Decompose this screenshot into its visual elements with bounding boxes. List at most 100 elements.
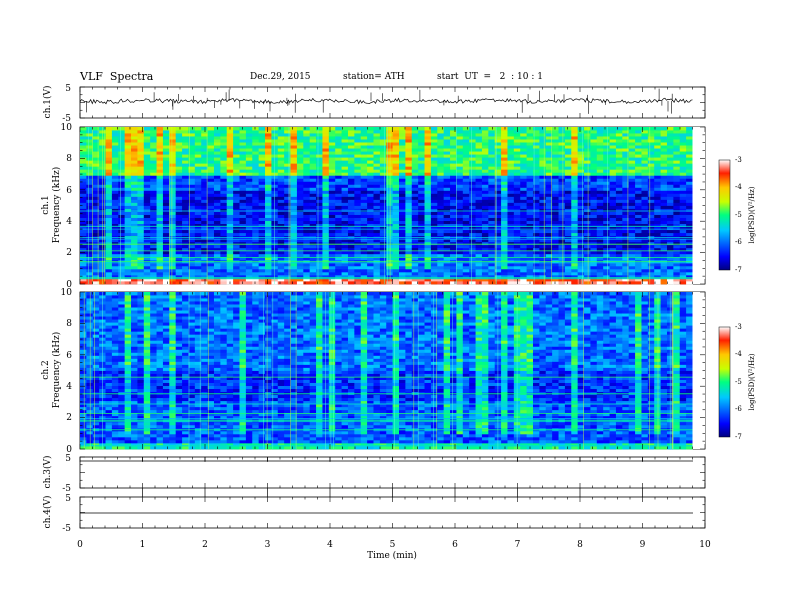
spectrogram-cell [654, 253, 661, 258]
spectrogram-cell [156, 265, 164, 270]
spectrogram-cell [252, 178, 260, 182]
spectrogram-cell [347, 181, 355, 185]
spectrogram-cell [603, 145, 610, 149]
spectrogram-cell [475, 142, 483, 146]
spectrogram-cell [335, 163, 342, 167]
spectrogram-cell [654, 163, 661, 167]
spectrogram-cell [131, 208, 138, 212]
spectrogram-cell [105, 268, 113, 273]
spectrogram-cell [111, 130, 119, 134]
spectrogram-cell [213, 223, 221, 228]
spectrogram-cell [475, 247, 483, 252]
spectrogram-cell [379, 157, 387, 161]
spectrogram-cell [596, 133, 604, 137]
spectrogram-cell [290, 244, 298, 249]
spectrogram-cell [156, 274, 164, 279]
spectrogram-cell [392, 274, 400, 279]
spectrogram-cell [456, 154, 464, 158]
spectrogram-cell [239, 130, 247, 134]
spectrogram-cell [679, 172, 687, 176]
spectrogram-cell [335, 244, 342, 249]
spectrogram-cell [481, 253, 489, 258]
spectrogram-cell [322, 145, 330, 149]
spectrogram-cell [450, 220, 457, 225]
spectrogram-cell [245, 202, 253, 206]
spectrogram-cell [666, 139, 674, 143]
spectrogram-cell [156, 250, 164, 255]
spectrogram-cell [233, 220, 240, 225]
spectrogram-cell [373, 127, 381, 131]
spectrogram-cell [328, 142, 336, 146]
spectrogram-cell [686, 199, 693, 203]
spectrogram-cell [220, 160, 228, 164]
spectrogram-cell [207, 142, 215, 146]
spectrogram-cell [596, 154, 604, 158]
spectrogram-cell [507, 181, 515, 185]
spectrogram-cell [220, 250, 228, 255]
spectrogram-cell [462, 184, 470, 188]
spectrogram-cell [609, 226, 617, 231]
spectrogram-cell [647, 193, 655, 197]
spectrogram-cell [226, 208, 234, 212]
spectrogram-cell [494, 205, 502, 209]
spectrogram-cell [673, 172, 681, 176]
spectrogram-cell [265, 220, 272, 225]
spectrogram-cell [654, 151, 661, 155]
spectrogram-cell [124, 130, 132, 134]
spectrogram-cell [80, 187, 87, 191]
spectrogram-cell [316, 238, 323, 243]
spectrogram-cell [131, 130, 138, 134]
spectrogram-cell [252, 172, 260, 176]
spectrogram-cell [603, 139, 610, 143]
spectrogram-cell [150, 184, 157, 188]
spectrogram-cell [418, 139, 425, 143]
spectrogram-cell [373, 190, 381, 194]
spectrogram-cell [233, 280, 240, 285]
spectrogram-cell [341, 202, 349, 206]
spectrogram-cell [564, 277, 572, 282]
spectrogram-cell [360, 172, 368, 176]
spectrogram-cell [245, 208, 253, 212]
spectrogram-cell [360, 133, 368, 137]
spectrogram-cell [201, 127, 208, 131]
spectrogram-cell [156, 175, 164, 179]
spectrogram-cell [399, 130, 406, 134]
spectrogram-cell [360, 196, 368, 200]
spectrogram-cell [564, 214, 572, 218]
spectrogram-cell [194, 202, 202, 206]
spectrogram-cell [577, 208, 585, 212]
spectrogram-cell [316, 217, 323, 221]
spectrogram-cell [188, 265, 196, 270]
spectrogram-cell [137, 226, 145, 231]
spectrogram-cell [584, 268, 591, 273]
spectrogram-cell [201, 196, 208, 200]
spectrogram-cell [233, 196, 240, 200]
spectrogram-cell [131, 172, 138, 176]
spectrogram-cell [175, 223, 183, 228]
spectrogram-cell [373, 169, 381, 173]
spectrogram-cell [462, 133, 470, 137]
spectrogram-cell [615, 148, 623, 152]
spectrogram-cell [641, 178, 649, 182]
spectrogram-cell [494, 157, 502, 161]
spectrogram-cell [105, 172, 113, 176]
spectrogram-cell [558, 130, 566, 134]
spectrogram-cell [124, 169, 132, 173]
spectrogram-cell [143, 133, 151, 137]
spectrogram-cell [341, 214, 349, 218]
spectrogram-cell [552, 223, 559, 228]
spectrogram-cell [462, 190, 470, 194]
spectrogram-cell [162, 196, 170, 200]
spectrogram-cell [456, 223, 464, 228]
spectrogram-cell [169, 250, 177, 255]
spectrogram-cell [501, 145, 508, 149]
spectrogram-cell [137, 280, 145, 285]
spectrogram-cell [86, 256, 94, 261]
spectrogram-cell [411, 148, 419, 152]
spectrogram-cell [584, 202, 591, 206]
spectrogram-cell [552, 238, 559, 243]
spectrogram-cell [430, 226, 438, 231]
spectrogram-cell [571, 175, 579, 179]
spectrogram-cell [347, 145, 355, 149]
spectrogram-cell [252, 145, 260, 149]
